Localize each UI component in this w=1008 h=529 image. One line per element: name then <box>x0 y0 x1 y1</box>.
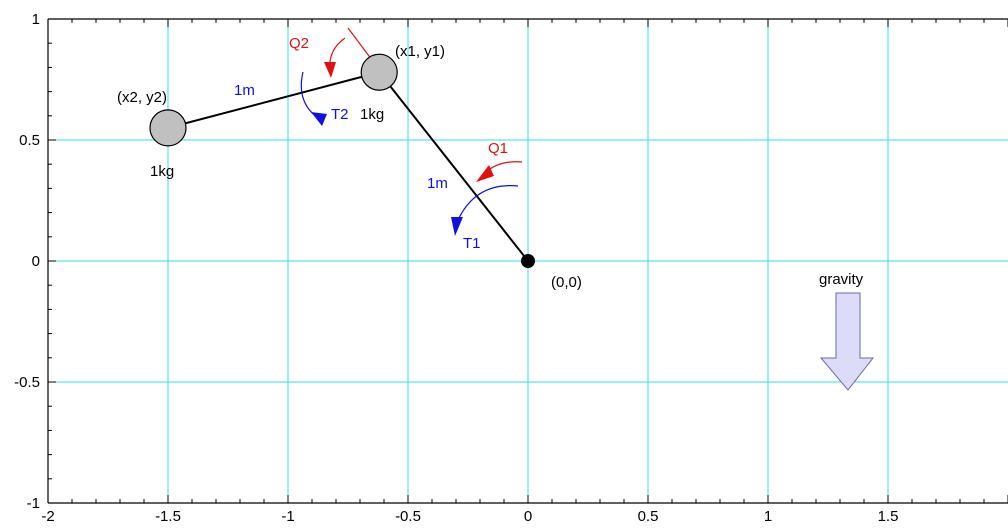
mass2-coord-label: (x2, y2) <box>117 89 167 106</box>
angle2-label: Q2 <box>289 35 309 52</box>
x-tick-label: 0 <box>524 508 532 525</box>
torque1-arc-icon <box>457 185 519 221</box>
y-tick-label: 0 <box>32 253 40 270</box>
y-tick-label: -0.5 <box>14 374 40 391</box>
torque2-arc-icon <box>300 71 319 119</box>
x-tick-label: -0.5 <box>395 508 421 525</box>
link2-length-label: 1m <box>234 82 255 99</box>
link-1 <box>378 71 529 262</box>
y-tick-label: -1 <box>27 495 40 512</box>
angle2-arrowhead-icon <box>324 62 336 78</box>
tick-labels: -2 -1.5 -1 -0.5 0 0.5 1 1.5 1 0.5 0 -0.5 -1 <box>14 11 898 525</box>
x-tick-label: -1 <box>281 508 294 525</box>
torque1-label: T1 <box>463 235 481 252</box>
gravity-label: gravity <box>819 271 864 288</box>
mass-1 <box>360 53 398 91</box>
angle1-label: Q1 <box>488 140 508 157</box>
origin-label: (0,0) <box>551 274 582 291</box>
pivot-point <box>521 254 535 268</box>
mass1-weight-label: 1kg <box>360 106 384 123</box>
mass-2 <box>149 109 187 147</box>
torque2-arrowhead-icon <box>311 112 327 126</box>
tick-marks <box>47 18 1008 504</box>
mass1-coord-label: (x1, y1) <box>395 43 445 60</box>
link1-length-label: 1m <box>427 175 448 192</box>
torque1-arrowhead-icon <box>451 217 463 236</box>
torque2-label: T2 <box>331 106 349 123</box>
y-tick-label: 0.5 <box>19 132 40 149</box>
y-tick-label: 1 <box>32 11 40 28</box>
x-tick-label: -1.5 <box>155 508 181 525</box>
gravity-arrow-icon <box>819 292 875 391</box>
x-tick-label: -2 <box>41 508 54 525</box>
link-2 <box>167 71 380 129</box>
x-tick-label: 1 <box>764 508 772 525</box>
angle1-arrowhead-icon <box>476 165 494 182</box>
angle2-reference-line <box>347 27 373 61</box>
x-tick-label: 0.5 <box>638 508 659 525</box>
x-tick-label: 1.5 <box>878 508 899 525</box>
mass2-weight-label: 1kg <box>150 163 174 180</box>
